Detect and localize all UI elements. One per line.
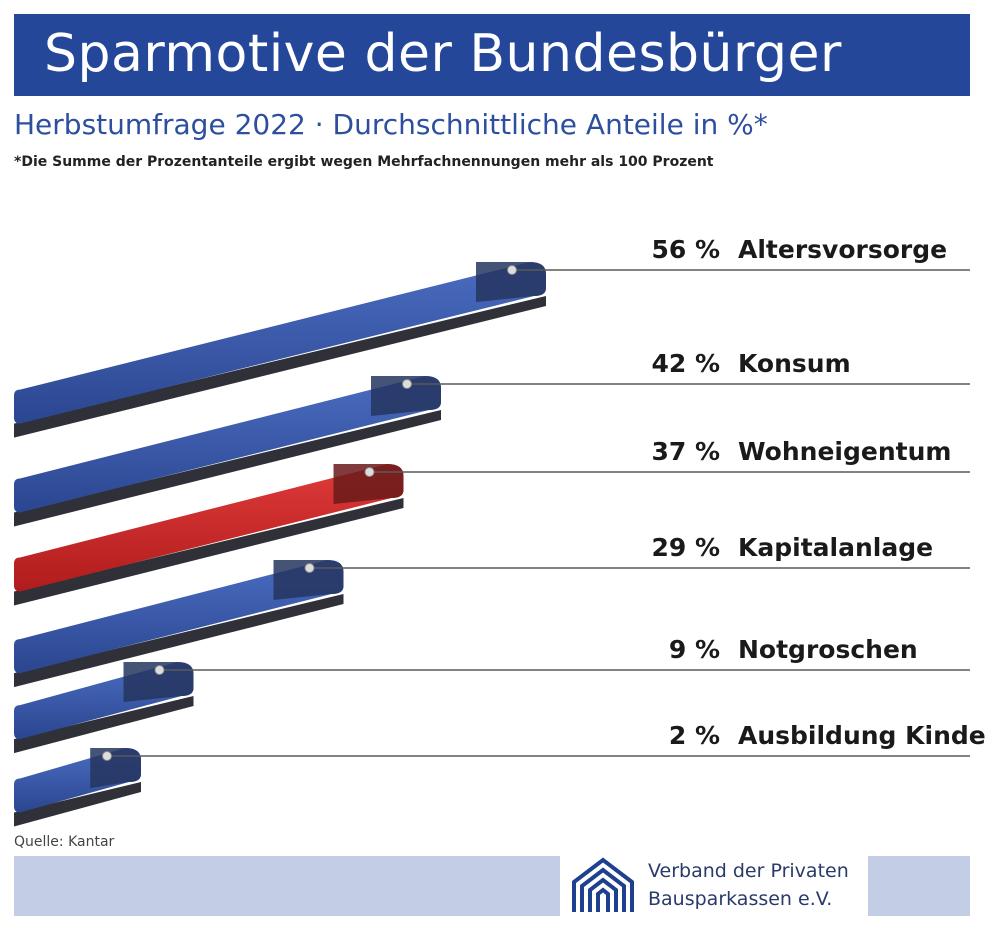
logo: Verband der Privaten Bausparkassen e.V. — [560, 848, 868, 922]
category-label: Wohneigentum — [738, 437, 951, 466]
bar-altersvorsorge — [14, 262, 546, 438]
house-logo-icon — [572, 857, 634, 912]
bar-notgroschen — [14, 662, 194, 754]
guide-dot — [364, 467, 375, 477]
logo-text-line1: Verband der Privaten — [648, 860, 849, 882]
guide-dot — [154, 665, 165, 675]
chart-subtitle: Herbstumfrage 2022 · Durchschnittliche A… — [14, 108, 768, 141]
bar-ausbildung-kinder — [14, 748, 141, 827]
chart-title: Sparmotive der Bundesbürger — [44, 24, 842, 84]
category-label: Kapitalanlage — [738, 533, 933, 562]
value-label: 9 % — [669, 635, 720, 664]
source-label: Quelle: Kantar — [14, 834, 115, 850]
category-label: Altersvorsorge — [738, 235, 947, 264]
guide-dot — [402, 379, 412, 389]
value-label: 2 % — [669, 721, 720, 750]
bar-kapitalanlage — [14, 560, 344, 688]
bar-konsum — [14, 376, 441, 527]
logo-text-line2: Bausparkassen e.V. — [648, 888, 833, 910]
value-label: 37 % — [651, 437, 720, 466]
value-label: 56 % — [651, 235, 720, 264]
category-label: Ausbildung Kinder — [738, 721, 986, 750]
bar-wohneigentum — [14, 464, 404, 606]
guide-dot — [102, 751, 112, 761]
category-label: Konsum — [738, 349, 851, 378]
footnote: *Die Summe der Prozentanteile ergibt weg… — [14, 154, 714, 170]
category-label: Notgroschen — [738, 635, 918, 664]
title-bar: Sparmotive der Bundesbürger — [14, 14, 970, 96]
value-label: 42 % — [651, 349, 720, 378]
value-label: 29 % — [651, 533, 720, 562]
guide-dot — [304, 563, 315, 573]
guide-dot — [507, 265, 517, 275]
